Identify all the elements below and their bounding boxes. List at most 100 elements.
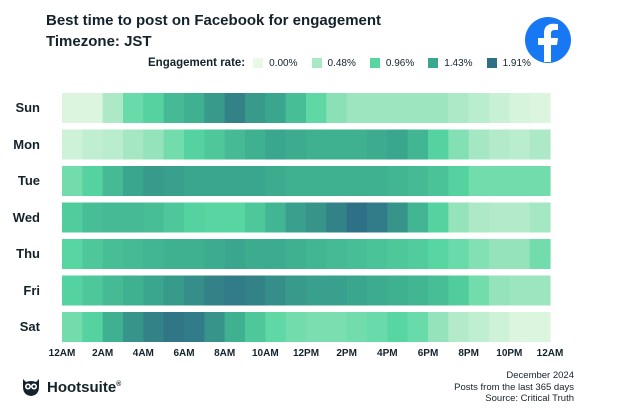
- heatmap-cell-thu-0: [62, 239, 83, 269]
- heatmap-cell-mon-14: [346, 129, 368, 160]
- footer-date: December 2024: [506, 370, 574, 381]
- heatmap-cell-fri-0: [62, 275, 83, 306]
- heatmap-cell-sat-16: [387, 312, 409, 342]
- heatmap-cell-tue-21: [489, 166, 510, 196]
- heatmap-cell-tue-15: [367, 166, 388, 196]
- heatmap-cell-thu-15: [367, 239, 388, 269]
- heatmap-cell-wed-0: [62, 202, 83, 233]
- heatmap-cell-sun-10: [265, 93, 287, 123]
- heatmap-cell-wed-4: [143, 202, 165, 233]
- heatmap-cell-wed-10: [265, 202, 287, 233]
- heatmap-cell-mon-13: [326, 129, 348, 160]
- heatmap-cell-mon-11: [285, 129, 307, 160]
- heatmap-cell-mon-15: [367, 129, 388, 160]
- heatmap-cell-fri-1: [82, 275, 104, 306]
- heatmap-cell-fri-14: [346, 275, 368, 306]
- x-tick-label: 4PM: [377, 348, 398, 359]
- heatmap-cell-thu-19: [448, 239, 470, 269]
- heatmap-cell-tue-7: [204, 166, 226, 196]
- heatmap-cell-wed-9: [245, 202, 266, 233]
- x-tick-label: 12AM: [48, 348, 76, 359]
- heatmap-cell-tue-23: [529, 166, 551, 196]
- heatmap-cell-wed-12: [306, 202, 327, 233]
- heatmap-cell-mon-10: [265, 129, 287, 160]
- heatmap-cell-mon-3: [123, 129, 144, 160]
- day-label-fri: Fri: [23, 282, 40, 298]
- heatmap-cell-sun-9: [245, 93, 266, 123]
- heatmap-cell-thu-21: [489, 239, 510, 269]
- heatmap-cell-sun-13: [326, 93, 348, 123]
- heatmap-cell-thu-3: [123, 239, 144, 269]
- heatmap-cell-mon-22: [509, 129, 531, 160]
- heatmap-cell-sat-6: [184, 312, 205, 342]
- heatmap-cell-sun-19: [448, 93, 470, 123]
- legend-swatch-0: [253, 58, 264, 68]
- heatmap-cell-fri-23: [529, 275, 551, 306]
- heatmap-cell-thu-6: [184, 239, 205, 269]
- heatmap-cell-wed-14: [346, 202, 368, 233]
- heatmap-cell-sun-23: [529, 93, 551, 123]
- x-tick-label: 6PM: [417, 348, 439, 359]
- brand-name: Hootsuite®: [47, 378, 122, 396]
- heatmap-cell-sat-22: [509, 312, 531, 342]
- heatmap-cell-thu-22: [509, 239, 531, 269]
- heatmap-cell-sat-13: [326, 312, 348, 342]
- x-tick-label: 12AM: [536, 348, 564, 359]
- heatmap-cell-sun-6: [184, 93, 205, 123]
- heatmap-cell-thu-16: [387, 239, 409, 269]
- heatmap-cell-wed-5: [163, 202, 185, 233]
- heatmap-cell-fri-9: [245, 275, 266, 306]
- heatmap-cell-wed-18: [428, 202, 449, 233]
- heatmap-cell-fri-17: [407, 275, 429, 306]
- day-label-tue: Tue: [17, 173, 40, 188]
- heatmap-cell-tue-9: [245, 166, 266, 196]
- heatmap-cell-tue-2: [102, 166, 124, 196]
- x-tick-label: 6AM: [173, 348, 195, 359]
- heatmap-cell-sat-17: [407, 312, 429, 342]
- heatmap-cell-sun-18: [428, 93, 449, 123]
- heatmap-cell-wed-16: [387, 202, 409, 233]
- day-label-wed: Wed: [12, 209, 40, 225]
- heatmap-cell-fri-21: [489, 275, 510, 306]
- legend-title: Engagement rate:: [148, 57, 246, 69]
- heatmap-cell-sat-7: [204, 312, 226, 342]
- heatmap-cell-wed-20: [468, 202, 490, 233]
- heatmap-cell-mon-6: [184, 129, 205, 160]
- heatmap-cell-wed-2: [102, 202, 124, 233]
- heatmap-cell-thu-20: [468, 239, 490, 269]
- chart-title: Best time to post on Facebook for engage…: [46, 12, 382, 29]
- heatmap-cell-sat-9: [245, 312, 266, 342]
- heatmap-cell-sat-12: [306, 312, 327, 342]
- x-tick-label: 8AM: [214, 348, 236, 359]
- heatmap-cell-sun-20: [468, 93, 490, 123]
- heatmap-cell-sun-3: [123, 93, 144, 123]
- heatmap-cell-sat-1: [82, 312, 104, 342]
- heatmap-cell-mon-19: [448, 129, 470, 160]
- heatmap-cell-fri-22: [509, 275, 531, 306]
- heatmap-cell-tue-0: [62, 166, 83, 196]
- heatmap-cell-fri-13: [326, 275, 348, 306]
- heatmap-cell-mon-20: [468, 129, 490, 160]
- hootsuite-logo: Hootsuite®: [20, 377, 121, 397]
- heatmap-cell-wed-23: [529, 202, 551, 233]
- heatmap-cell-sat-2: [102, 312, 124, 342]
- legend-swatch-4: [486, 58, 497, 68]
- heatmap-cell-thu-17: [407, 239, 429, 269]
- heatmap-cell-sat-0: [62, 312, 83, 342]
- legend-swatch-1: [311, 58, 322, 68]
- heatmap-cell-fri-5: [163, 275, 185, 306]
- heatmap-cell-thu-4: [143, 239, 165, 269]
- legend-label-3: 1.43%: [444, 57, 473, 69]
- heatmap-cell-sun-0: [62, 93, 83, 123]
- heatmap-cell-thu-11: [285, 239, 307, 269]
- heatmap-cell-thu-1: [82, 239, 104, 269]
- heatmap-cell-wed-7: [204, 202, 226, 233]
- x-tick-label: 10AM: [251, 348, 279, 359]
- heatmap-cell-tue-11: [285, 166, 307, 196]
- heatmap-cell-sat-10: [265, 312, 287, 342]
- footer-period: Posts from the last 365 days: [454, 381, 574, 393]
- heatmap-cell-fri-16: [387, 275, 409, 306]
- heatmap-cell-tue-16: [387, 166, 409, 196]
- heatmap-cell-sun-14: [346, 93, 368, 123]
- heatmap-cell-wed-11: [285, 202, 307, 233]
